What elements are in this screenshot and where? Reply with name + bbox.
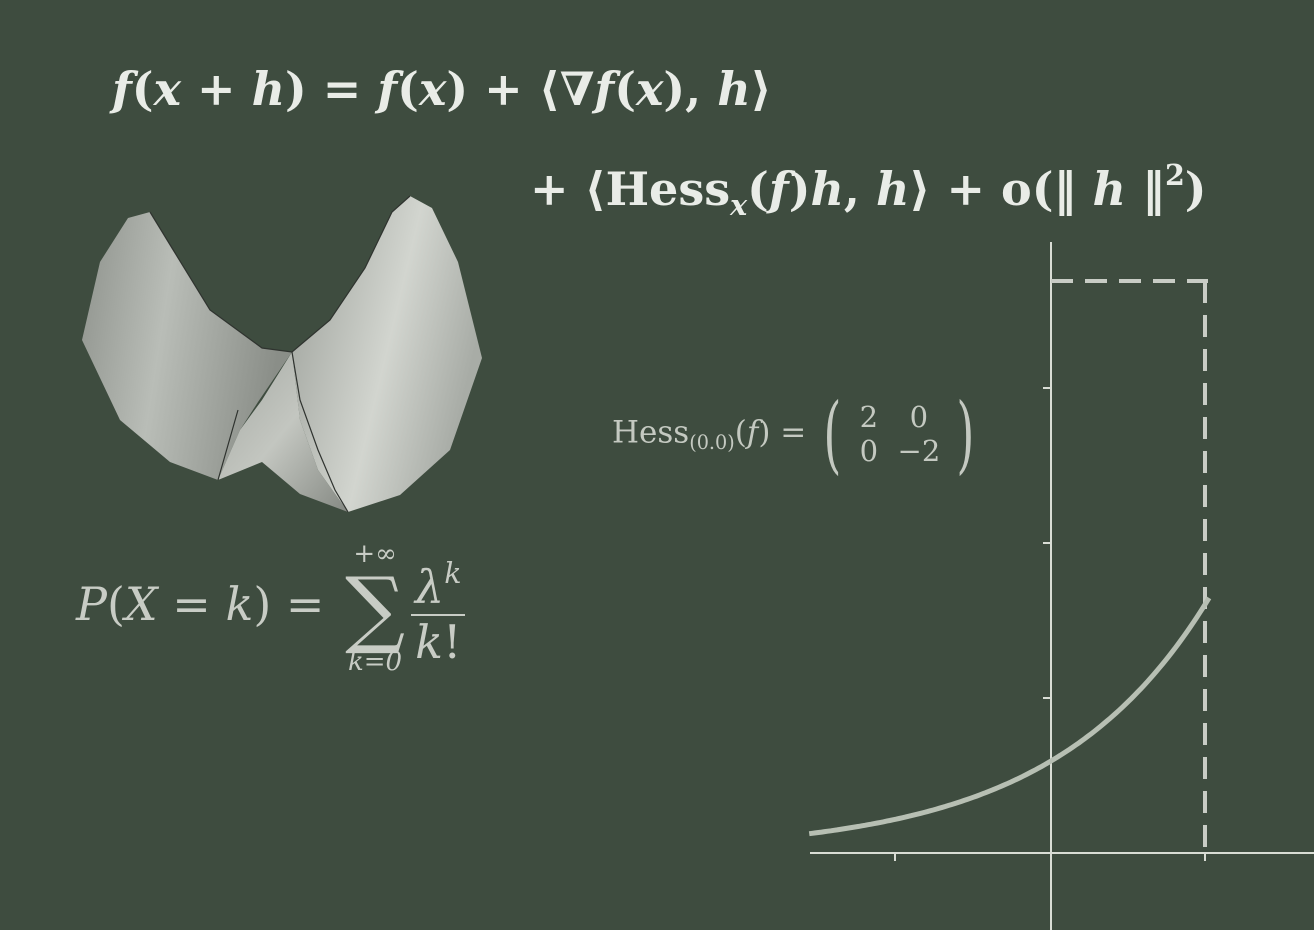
symbol-h: h (1092, 161, 1126, 216)
symbol-f: f (594, 62, 615, 116)
comma: ), (663, 62, 718, 116)
comma: , (843, 161, 876, 216)
saddle-surface (82, 195, 482, 513)
symbol-X: X (124, 577, 158, 631)
symbol-k: k (415, 615, 443, 670)
symbol-P: P (76, 577, 107, 631)
symbol-x: x (418, 62, 447, 116)
angle-open: ) + ⟨ (446, 62, 560, 116)
matrix-cell: 0 (859, 434, 879, 468)
symbol-f: f (768, 161, 789, 216)
matrix-cell: −2 (897, 434, 941, 468)
sum-lower-limit: k=0 (348, 647, 403, 677)
equals: ) = (758, 414, 817, 451)
symbol-f: f (746, 414, 759, 451)
saddle-right-wing (292, 196, 482, 512)
superscript-2: 2 (1164, 158, 1185, 192)
symbol-x: x (635, 62, 664, 116)
fraction-numerator: λk (411, 548, 466, 617)
symbol-f: f (112, 62, 132, 116)
paren: ( (131, 62, 154, 116)
norm-close: ‖ (1125, 161, 1165, 216)
sum-upper-limit: +∞ (353, 539, 397, 569)
paren: ( (734, 414, 747, 451)
fraction-denominator: k! (415, 616, 461, 668)
paren: ) (1184, 161, 1207, 216)
plus-angle-open: + ⟨ (530, 161, 606, 216)
subscript-x: x (730, 187, 748, 222)
hessian-formula: Hess(0.0)(f) = (2 0 0 −2) (612, 392, 982, 476)
matrix-right-paren: ) (956, 385, 975, 483)
equals: = (157, 577, 226, 631)
fraction: λk k! (411, 548, 466, 668)
symbol-h: h (875, 161, 910, 216)
norm-open: (‖ (1031, 161, 1093, 216)
matrix-cell: 2 (859, 400, 879, 434)
symbol-f: f (377, 62, 398, 116)
paren-equals: ) = (253, 577, 340, 631)
symbol-k: k (225, 577, 254, 631)
symbol-lambda: λ (415, 559, 445, 614)
matrix-grid: 2 0 0 −2 (849, 400, 949, 468)
poisson-formula: P(X = k) = +∞ ∑ k=0 λk k! (76, 540, 466, 676)
hess-subscript: (0.0) (689, 431, 735, 455)
summation: +∞ ∑ k=0 (345, 540, 405, 676)
paren: ( (397, 62, 419, 116)
plus: + (181, 62, 252, 116)
matrix-cell: 0 (909, 400, 929, 434)
matrix-left-paren: ( (823, 385, 842, 483)
exponential-curve (808, 596, 1212, 837)
paren: ( (747, 161, 769, 216)
factorial: ! (442, 615, 462, 670)
symbol-x: x (153, 62, 181, 116)
hess-label: Hess (612, 414, 690, 451)
paren: ) (788, 161, 811, 216)
saddle-front-fold (218, 352, 348, 512)
angle-close-plus: ⟩ + (909, 161, 1002, 216)
nabla-symbol: ∇ (559, 62, 595, 116)
taylor-expansion-line-1: f(x + h) = f(x) + ⟨∇f(x), h⟩ (112, 62, 772, 116)
superscript-k: k (444, 556, 462, 590)
sigma-symbol: ∑ (345, 559, 406, 657)
paren: ( (106, 577, 125, 631)
hessian-matrix: (2 0 0 −2) (816, 392, 982, 476)
equals: ) = (285, 62, 378, 116)
saddle-grid-line (291, 351, 349, 513)
paren: ( (614, 62, 636, 116)
saddle-grid-line (217, 409, 239, 481)
exponential-graph (808, 242, 1314, 930)
symbol-h: h (251, 62, 286, 116)
little-o: o (1001, 161, 1032, 216)
symbol-h: h (810, 161, 844, 216)
angle-close: ⟩ (750, 62, 772, 116)
symbol-h: h (717, 62, 751, 116)
hess-label: Hess (605, 161, 731, 216)
taylor-expansion-line-2: + ⟨Hessx(f)h, h⟩ + o(‖ h ‖2) (530, 158, 1207, 222)
saddle-left-wing (82, 212, 292, 480)
